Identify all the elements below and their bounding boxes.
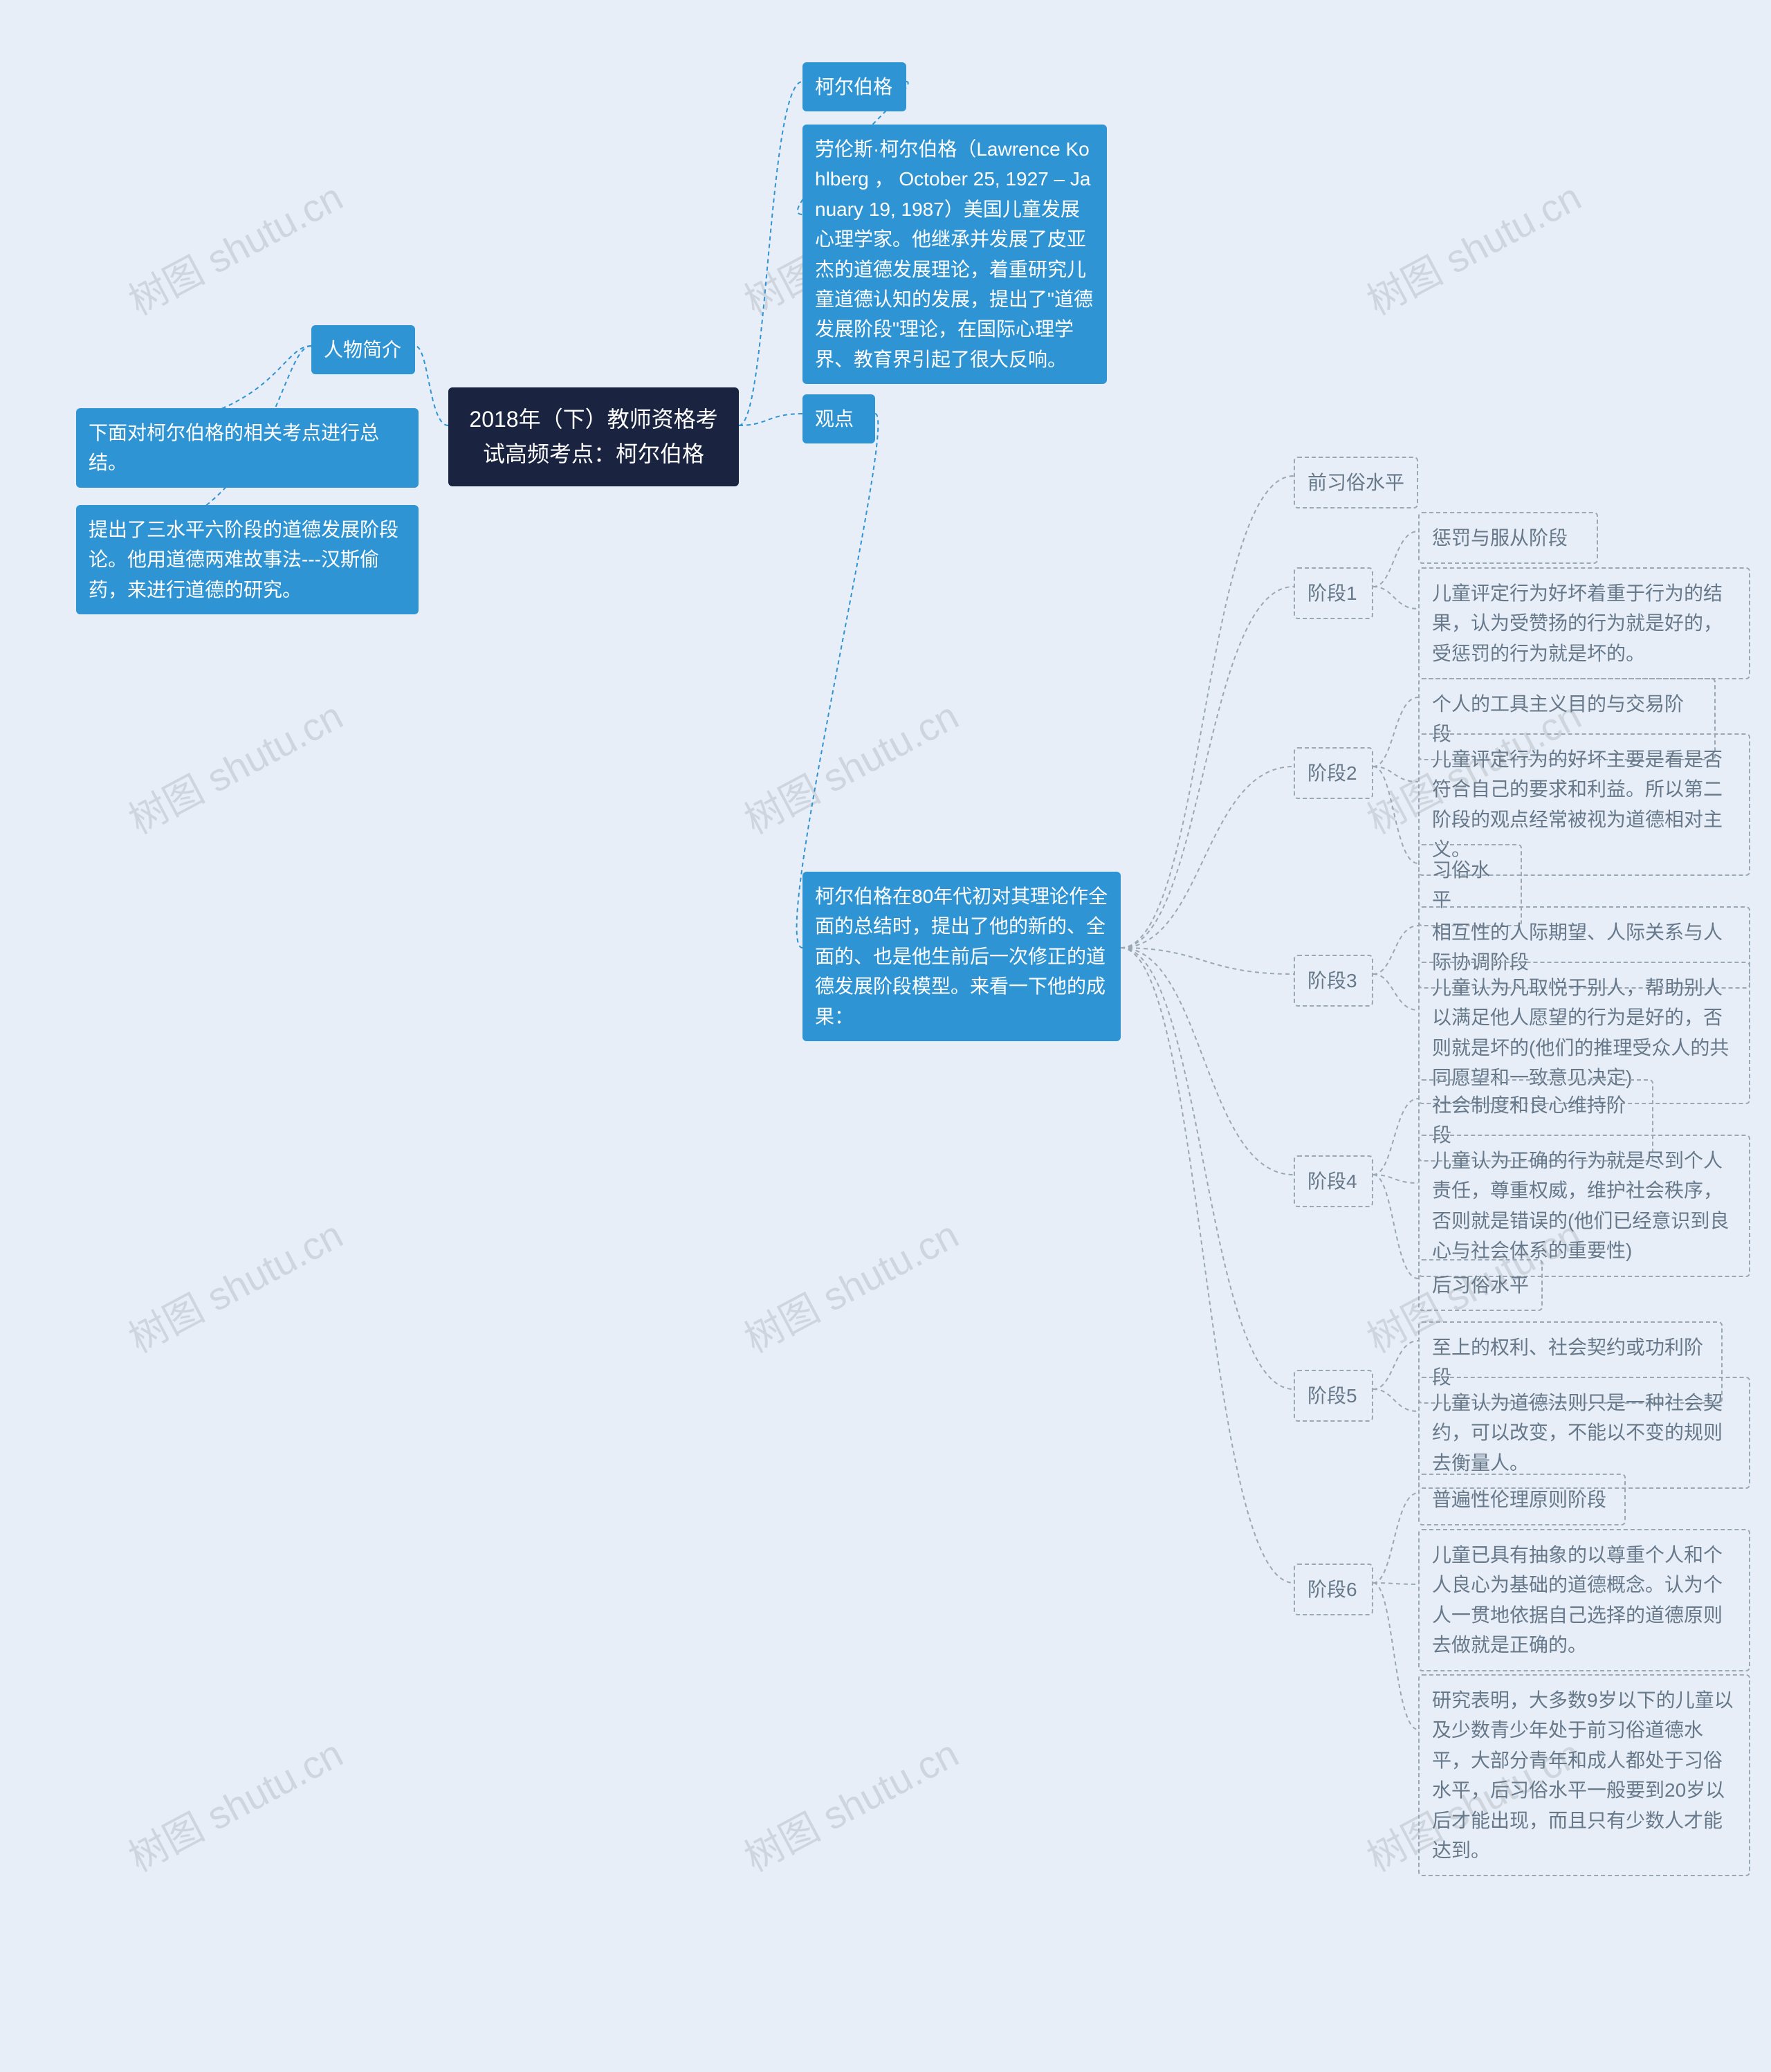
stage6-label: 阶段6 [1294,1564,1373,1615]
stage2-label: 阶段2 [1294,747,1373,799]
method-node: 提出了三水平六阶段的道德发展阶段论。他用道德两难故事法---汉斯偷药，来进行道德… [76,505,419,614]
model-intro-node: 柯尔伯格在80年代初对其理论作全面的总结时，提出了他的新的、全面的、也是他生前后… [802,872,1121,1041]
stage5-label: 阶段5 [1294,1370,1373,1422]
conclusion-node: 研究表明，大多数9岁以下的儿童以及少数青少年处于前习俗道德水平，大部分青年和成人… [1418,1674,1750,1876]
watermark-text: 树图 shutu.cn [118,167,351,327]
root-line2: 试高频考点：柯尔伯格 [483,441,704,466]
name-node: 柯尔伯格 [802,62,906,111]
level3-node: 后习俗水平 [1418,1259,1543,1311]
bio-node: 劳伦斯·柯尔伯格（Lawrence Kohlberg ， October 25,… [802,125,1107,384]
level1-node: 前习俗水平 [1294,457,1418,508]
stage4-label: 阶段4 [1294,1155,1373,1207]
stage6-desc: 儿童已具有抽象的以尊重个人和个人良心为基础的道德概念。认为个人一贯地依据自己选择… [1418,1529,1750,1671]
view-label-node: 观点 [802,394,875,443]
summary-node: 下面对柯尔伯格的相关考点进行总结。 [76,408,419,488]
watermark-text: 树图 shutu.cn [733,686,967,845]
stage1-label: 阶段1 [1294,567,1373,619]
watermark-text: 树图 shutu.cn [118,1723,351,1883]
stage5-desc: 儿童认为道德法则只是一种社会契约，可以改变，不能以不变的规则去衡量人。 [1418,1377,1750,1489]
watermark-text: 树图 shutu.cn [1356,167,1590,327]
stage1-title: 惩罚与服从阶段 [1418,512,1598,564]
watermark-text: 树图 shutu.cn [733,1723,967,1883]
intro-label-node: 人物简介 [311,325,415,374]
stage1-desc: 儿童评定行为好坏着重于行为的结果，认为受赞扬的行为就是好的，受惩罚的行为就是坏的… [1418,567,1750,679]
mindmap-canvas: 树图 shutu.cn 树图 shutu.cn 树图 shutu.cn 树图 shut… [0,0,1771,2072]
stage4-desc: 儿童认为正确的行为就是尽到个人责任，尊重权威，维护社会秩序，否则就是错误的(他们… [1418,1135,1750,1277]
stage3-label: 阶段3 [1294,955,1373,1007]
watermark-text: 树图 shutu.cn [118,686,351,845]
watermark-text: 树图 shutu.cn [118,1204,351,1364]
root-line1: 2018年（下）教师资格考 [469,407,717,432]
stage6-title: 普遍性伦理原则阶段 [1418,1474,1626,1525]
root-node: 2018年（下）教师资格考 试高频考点：柯尔伯格 [448,387,739,486]
watermark-text: 树图 shutu.cn [733,1204,967,1364]
